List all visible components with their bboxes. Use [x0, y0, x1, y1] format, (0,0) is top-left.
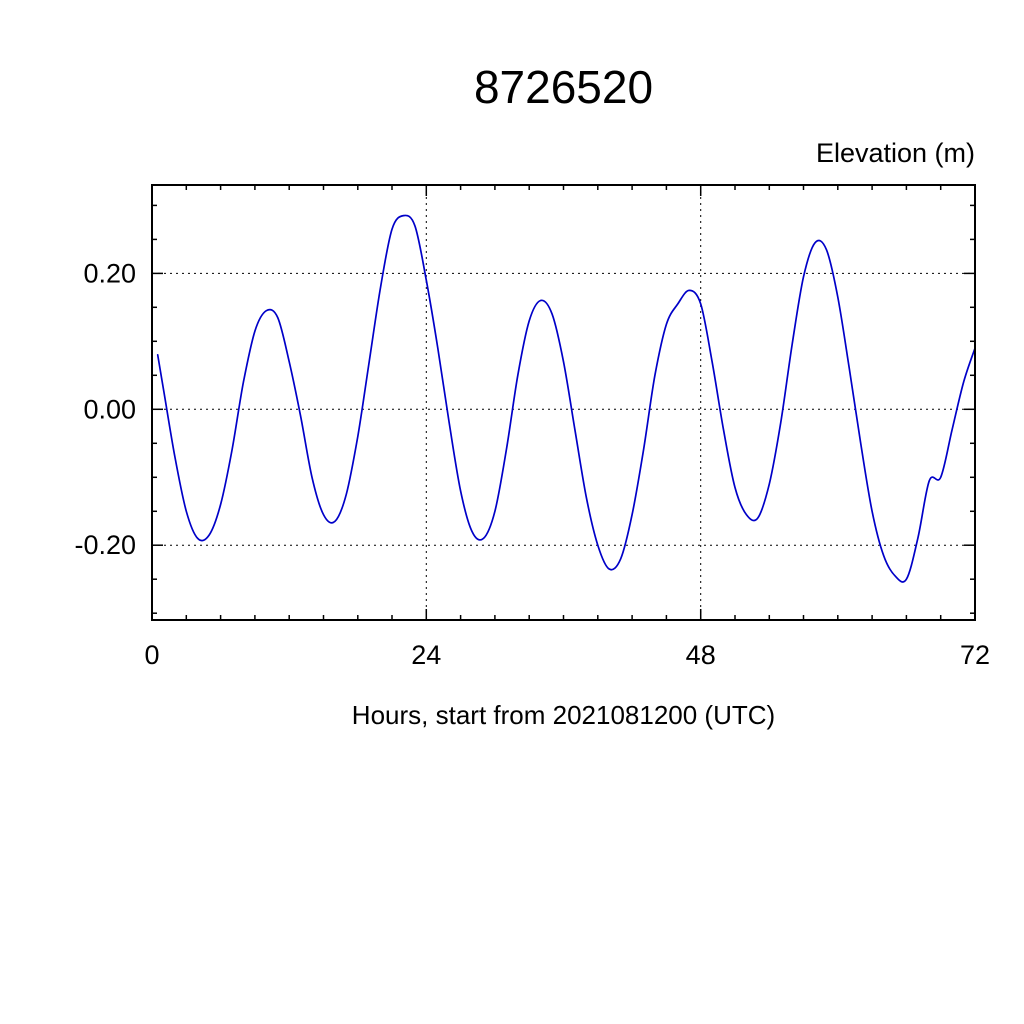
plot-frame: [151, 184, 976, 621]
elevation-series-line: [156, 214, 976, 583]
y-axis-title: Elevation (m): [815, 138, 975, 168]
x-tick-label: 24: [411, 640, 441, 670]
y-tick-label: 0.00: [83, 394, 136, 424]
y-tick-label: -0.20: [74, 530, 136, 560]
x-axis-title: Hours, start from 2021081200 (UTC): [351, 700, 776, 730]
chart-title: 8726520: [473, 61, 654, 113]
x-tick-label: 0: [144, 640, 159, 670]
x-tick-label: 48: [686, 640, 716, 670]
x-tick-label: 72: [960, 640, 990, 670]
y-tick-label: 0.20: [83, 258, 136, 288]
